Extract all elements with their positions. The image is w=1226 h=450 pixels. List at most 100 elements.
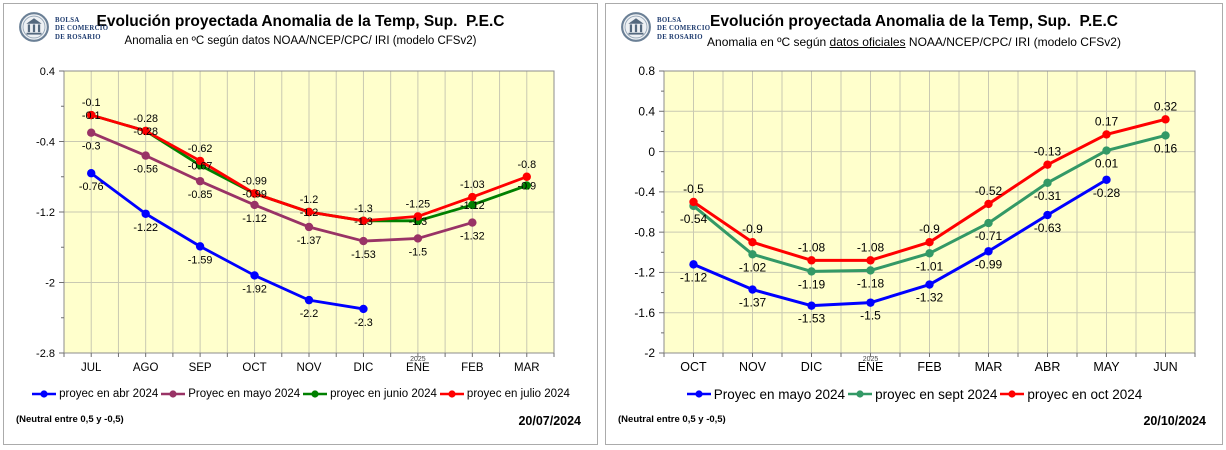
data-point — [748, 250, 757, 259]
neutral-note-right: (Neutral entre 0,5 y -0,5) — [618, 414, 726, 425]
x-axis-labels: OCT NOV DIC ENE FEB MAR ABR MAY JUN — [680, 360, 1177, 374]
chart-legend-right: Proyec en mayo 2024 proyec en sept 2024 pr… — [606, 385, 1222, 403]
svg-text:-1.3: -1.3 — [409, 216, 428, 228]
svg-text:-1.32: -1.32 — [460, 231, 485, 243]
legend-marker-icon — [439, 390, 464, 398]
legend-marker-icon — [303, 390, 328, 398]
svg-text:-1.37: -1.37 — [297, 235, 322, 247]
data-point — [141, 209, 150, 218]
svg-text:-1.2: -1.2 — [36, 207, 55, 219]
svg-text:0: 0 — [648, 145, 655, 159]
svg-text:-0.8: -0.8 — [634, 225, 655, 239]
svg-text:SEP: SEP — [189, 362, 212, 374]
svg-text:-1.25: -1.25 — [406, 198, 431, 210]
data-point — [689, 260, 698, 269]
chart-subtitle-left: Anomalia en ºC según datos NOAA/NCEP/CPC… — [4, 35, 597, 47]
subtitle-suffix: NOAA/NCEP/CPC/ IRI (modelo CFSv2) — [905, 35, 1121, 49]
data-point — [359, 236, 368, 246]
legend-label: proyec en oct 2024 — [1027, 386, 1143, 402]
svg-text:AGO: AGO — [133, 362, 159, 374]
series-proyec-en-abr-2024 — [87, 169, 368, 314]
data-point — [195, 156, 205, 166]
logo-text-line1: BOLSA — [657, 16, 682, 24]
data-point — [304, 295, 314, 305]
chart-canvas-right: 0.8 0.4 0 -0.4 -0.8 -1.2 -1.6 -2 OCT NOV DIC ENE FEB… — [634, 64, 1196, 374]
axis-ticks — [659, 70, 1196, 357]
subtitle-suffix: NOAA/NCEP/CPC/ IRI (modelo CFSv2) — [273, 35, 477, 47]
svg-text:-1.02: -1.02 — [739, 260, 767, 274]
svg-text:-1.12: -1.12 — [242, 213, 267, 225]
data-point — [141, 151, 150, 160]
svg-text:-2: -2 — [644, 346, 655, 360]
svg-text:0.32: 0.32 — [1154, 99, 1178, 113]
svg-text:-2.2: -2.2 — [300, 308, 319, 320]
chart-header-right: BOLSA DE COMERCIO DE ROSARIO Evolución p… — [606, 4, 1222, 59]
bolsa-rosario-logo: BOLSA DE COMERCIO DE ROSARIO — [18, 11, 108, 48]
axis-ticks — [59, 70, 555, 357]
svg-text:-0.4: -0.4 — [36, 136, 55, 148]
svg-text:-1.2: -1.2 — [300, 207, 319, 219]
data-point — [250, 189, 259, 198]
data-point — [1161, 115, 1170, 124]
data-point — [925, 249, 934, 258]
svg-text:-1.92: -1.92 — [242, 283, 267, 295]
year-label: 2025 — [863, 356, 879, 363]
data-point — [359, 216, 368, 226]
series-proyec-en-mayo-2024 — [87, 128, 477, 246]
data-point — [866, 256, 875, 265]
svg-text:-0.71: -0.71 — [975, 229, 1003, 243]
data-point — [87, 169, 96, 178]
series-proyec-en-julio-2024 — [87, 110, 531, 226]
svg-text:-1.01: -1.01 — [916, 259, 944, 273]
data-point — [1043, 160, 1052, 169]
svg-text:0.17: 0.17 — [1095, 114, 1119, 128]
data-point — [413, 212, 423, 221]
svg-text:-0.28: -0.28 — [133, 113, 158, 125]
data-point — [807, 256, 816, 265]
data-point — [141, 126, 150, 136]
svg-text:0.8: 0.8 — [638, 64, 655, 78]
svg-text:-0.52: -0.52 — [975, 184, 1003, 198]
data-point — [304, 222, 314, 232]
svg-text:FEB: FEB — [461, 362, 484, 374]
gridlines — [64, 70, 554, 354]
data-point — [984, 247, 993, 256]
legend-item: Proyec en mayo 2024 — [686, 387, 845, 402]
svg-text:-1.6: -1.6 — [634, 306, 655, 320]
svg-text:-0.4: -0.4 — [634, 185, 655, 199]
svg-text:-0.1: -0.1 — [82, 97, 101, 109]
svg-text:-1.59: -1.59 — [188, 254, 213, 266]
svg-text:-1.18: -1.18 — [857, 276, 885, 290]
year-label: 2025 — [410, 356, 426, 363]
svg-text:FEB: FEB — [917, 360, 941, 374]
logo-text-line2: DE COMERCIO — [657, 25, 711, 33]
svg-text:-1.03: -1.03 — [460, 179, 485, 191]
chart-canvas-left: 0.4 -0.4 -1.2 -2 -2.8 JUL AGO SEP OCT NOV DIC ENE FE… — [36, 66, 555, 374]
bolsa-rosario-logo: BOLSA DE COMERCIO DE ROSARIO — [620, 11, 710, 48]
legend-item: Proyec en mayo 2024 — [160, 388, 300, 400]
svg-text:-0.13: -0.13 — [1034, 145, 1062, 159]
x-axis-labels: JUL AGO SEP OCT NOV DIC ENE FEB MAR — [81, 362, 540, 374]
data-point — [195, 242, 205, 251]
svg-text:-0.8: -0.8 — [517, 159, 536, 171]
data-point — [925, 280, 934, 289]
legend-marker-icon — [1000, 390, 1025, 398]
legend-label: Proyec en mayo 2024 — [713, 386, 846, 402]
svg-text:0.16: 0.16 — [1154, 141, 1178, 155]
svg-text:-1.37: -1.37 — [739, 296, 767, 310]
chart-title-right: Evolución proyectada Anomalia de la Temp… — [710, 13, 1118, 30]
data-point — [468, 218, 477, 227]
data-point — [413, 234, 423, 243]
data-point — [1043, 178, 1052, 187]
data-point — [468, 200, 477, 210]
svg-text:-0.28: -0.28 — [1093, 186, 1121, 200]
svg-text:NOV: NOV — [739, 360, 767, 374]
svg-text:-0.28: -0.28 — [133, 126, 158, 138]
data-point — [866, 298, 875, 307]
logo-text-line3: DE ROSARIO — [657, 33, 703, 41]
legend-item: proyec en sept 2024 — [847, 387, 997, 402]
svg-text:-1.3: -1.3 — [354, 203, 373, 215]
data-point — [1102, 130, 1111, 139]
legend-label: proyec en julio 2024 — [466, 388, 570, 400]
